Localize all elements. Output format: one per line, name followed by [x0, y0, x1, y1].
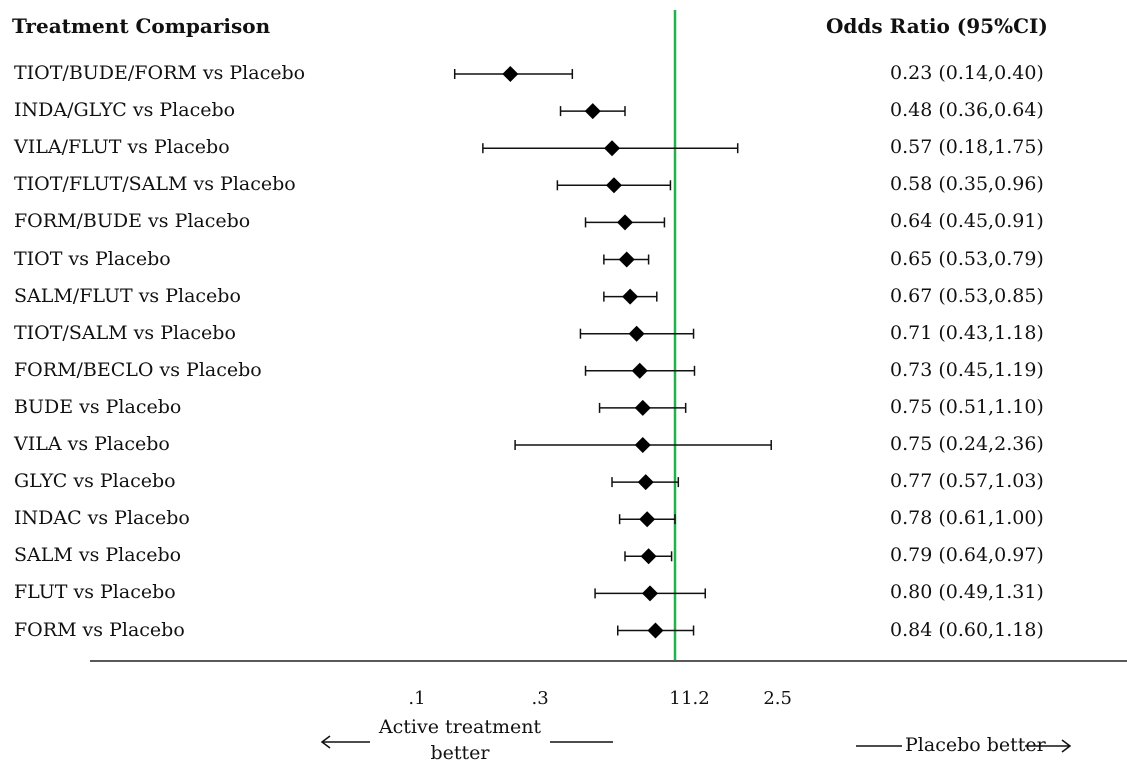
- row-label: INDAC vs Placebo: [14, 507, 190, 530]
- odds-ratio-value: 0.71 (0.43,1.18): [890, 321, 1044, 344]
- odds-ratio-value: 0.75 (0.51,1.10): [890, 395, 1044, 418]
- row-label: INDA/GLYC vs Placebo: [14, 99, 236, 122]
- row-label: FLUT vs Placebo: [14, 581, 176, 604]
- odds-ratio-value: 0.57 (0.18,1.75): [890, 136, 1044, 159]
- point-estimate-diamond: [634, 437, 651, 453]
- point-estimate-diamond: [584, 103, 601, 120]
- point-estimate-diamond: [641, 585, 658, 602]
- x-tick-label: 2.5: [763, 688, 792, 709]
- point-estimate-diamond: [637, 474, 654, 491]
- row-label: FORM/BECLO vs Placebo: [14, 358, 262, 381]
- row-label: FORM/BUDE vs Placebo: [14, 210, 251, 233]
- odds-ratio-value: 0.75 (0.24,2.36): [890, 433, 1044, 455]
- odds-ratio-value: 0.58 (0.35,0.96): [890, 173, 1044, 196]
- point-estimate-diamond: [618, 251, 635, 268]
- x-tick-label: 1.2: [681, 688, 710, 709]
- row-label: TIOT vs Placebo: [14, 247, 171, 270]
- x-tick-label: 1: [669, 688, 681, 709]
- odds-ratio-value: 0.67 (0.53,0.85): [890, 284, 1044, 307]
- point-estimate-diamond: [640, 548, 657, 565]
- column-header-treatment: Treatment Comparison: [12, 14, 271, 38]
- point-estimate-diamond: [628, 325, 645, 342]
- odds-ratio-value: 0.48 (0.36,0.64): [890, 99, 1044, 122]
- x-tick-label: .3: [531, 688, 549, 709]
- odds-ratio-value: 0.78 (0.61,1.00): [890, 507, 1044, 530]
- odds-ratio-value: 0.79 (0.64,0.97): [890, 544, 1044, 567]
- point-estimate-diamond: [634, 399, 651, 416]
- row-label: TIOT/FLUT/SALM vs Placebo: [14, 173, 296, 196]
- active-treatment-better-label: Active treatment better: [378, 716, 542, 764]
- odds-ratio-value: 0.73 (0.45,1.19): [890, 358, 1044, 381]
- odds-ratio-value: 0.84 (0.60,1.18): [890, 618, 1044, 641]
- placebo-better-label: Placebo better: [905, 734, 1046, 756]
- row-label: VILA vs Placebo: [14, 433, 170, 455]
- odds-ratio-value: 0.80 (0.49,1.31): [890, 581, 1044, 604]
- point-estimate-diamond: [616, 214, 633, 231]
- point-estimate-diamond: [639, 511, 656, 528]
- row-label: SALM/FLUT vs Placebo: [14, 284, 241, 307]
- odds-ratio-value: 0.77 (0.57,1.03): [890, 470, 1044, 493]
- point-estimate-diamond: [604, 140, 621, 157]
- right-arrow-head: [1061, 739, 1072, 753]
- point-estimate-diamond: [502, 66, 519, 82]
- left-arrow-head: [320, 735, 331, 749]
- row-label: SALM vs Placebo: [14, 544, 182, 567]
- row-label: TIOT/BUDE/FORM vs Placebo: [14, 62, 306, 84]
- point-estimate-diamond: [605, 177, 622, 194]
- odds-ratio-value: 0.64 (0.45,0.91): [890, 210, 1044, 233]
- row-label: GLYC vs Placebo: [14, 470, 176, 493]
- point-estimate-diamond: [622, 288, 639, 305]
- odds-ratio-value: 0.23 (0.14,0.40): [890, 62, 1044, 84]
- row-label: TIOT/SALM vs Placebo: [14, 321, 236, 344]
- row-label: FORM vs Placebo: [14, 618, 185, 641]
- column-header-odds-ratio: Odds Ratio (95%CI): [826, 14, 1048, 38]
- x-tick-label: .1: [408, 688, 426, 709]
- point-estimate-diamond: [631, 362, 648, 379]
- odds-ratio-value: 0.65 (0.53,0.79): [890, 247, 1044, 270]
- row-label: VILA/FLUT vs Placebo: [14, 136, 230, 159]
- row-label: BUDE vs Placebo: [14, 395, 182, 418]
- point-estimate-diamond: [647, 622, 664, 639]
